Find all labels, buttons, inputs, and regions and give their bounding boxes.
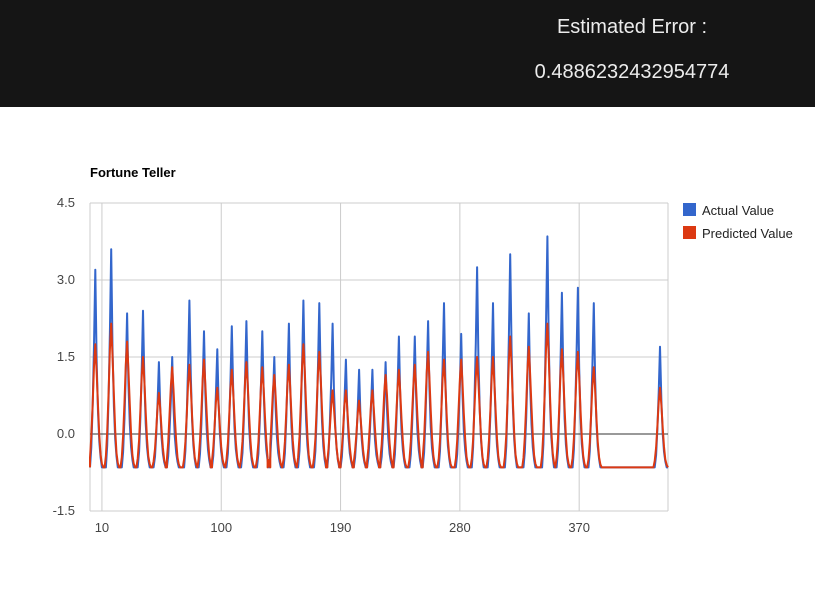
estimated-error-label: Estimated Error : <box>556 16 708 38</box>
x-tick-label: 280 <box>449 520 471 535</box>
legend[interactable]: Actual Value Predicted Value <box>683 203 793 241</box>
x-tick-label: 100 <box>210 520 232 535</box>
series-layer <box>89 235 669 469</box>
x-tick-label: 10 <box>95 520 109 535</box>
legend-swatch <box>683 226 696 239</box>
header-bar: Estimated Error : 0.4886232432954774 <box>0 0 815 107</box>
legend-label: Predicted Value <box>702 226 793 241</box>
y-tick-label: 1.5 <box>57 349 75 364</box>
x-tick-label: 370 <box>568 520 590 535</box>
series-line-predicted-value <box>89 322 669 469</box>
y-tick-label: 4.5 <box>57 195 75 210</box>
y-tick-label: -1.5 <box>53 503 75 518</box>
x-tick-label: 190 <box>330 520 352 535</box>
chart-title: Fortune Teller <box>90 165 176 180</box>
legend-item[interactable]: Predicted Value <box>683 226 793 241</box>
x-axis-tick-labels: 10 100 190 280 370 <box>95 520 590 535</box>
legend-item[interactable]: Actual Value <box>683 203 774 218</box>
y-tick-label: 3.0 <box>57 272 75 287</box>
chart: Fortune Teller 4.5 3.0 1.5 0.0 -1.5 10 100 190… <box>53 165 793 535</box>
y-tick-label: 0.0 <box>57 426 75 441</box>
legend-label: Actual Value <box>702 203 774 218</box>
estimated-error-value: 0.4886232432954774 <box>534 61 730 83</box>
horizontal-gridlines <box>90 202 668 512</box>
y-axis-tick-labels: 4.5 3.0 1.5 0.0 -1.5 <box>53 195 75 518</box>
legend-swatch <box>683 203 696 216</box>
